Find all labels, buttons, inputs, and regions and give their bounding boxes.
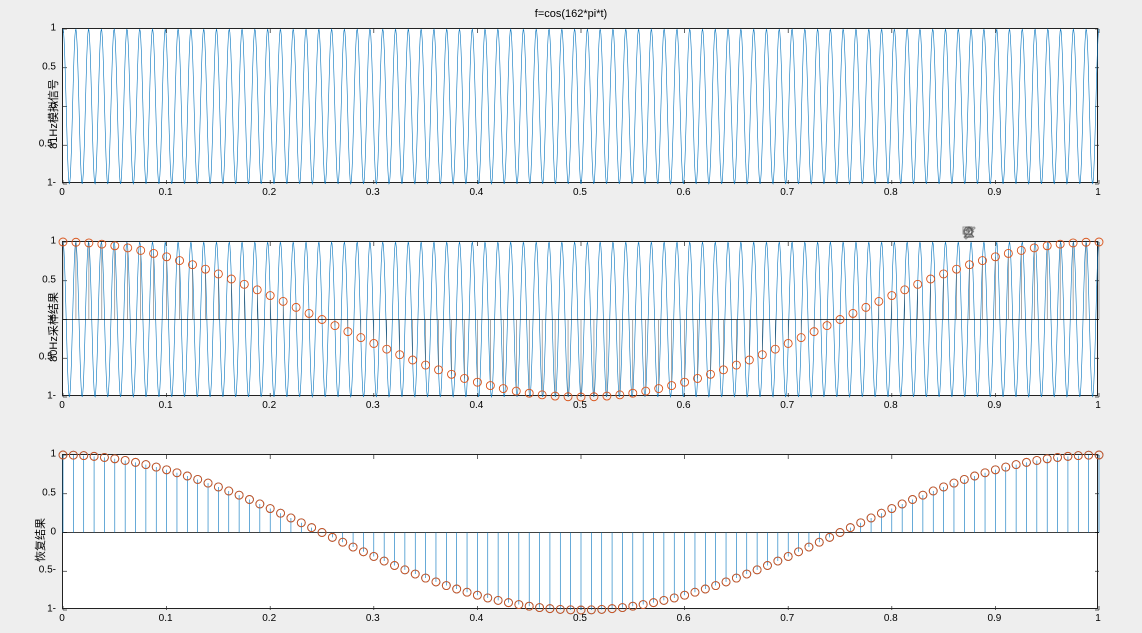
xtick-label: 0.6: [677, 400, 691, 411]
xtick-label: 0.4: [469, 400, 483, 411]
brush-icon[interactable]: [981, 224, 997, 240]
xtick-label: 0.8: [884, 400, 898, 411]
xtick-label: 0.9: [987, 187, 1001, 198]
plot-area: [62, 241, 1098, 396]
xtick-label: 0: [59, 187, 65, 198]
xtick-label: 0.5: [573, 400, 587, 411]
xtick-label: 0.8: [884, 187, 898, 198]
xtick-label: 0: [59, 613, 65, 624]
zoomin-icon[interactable]: [1041, 224, 1057, 240]
xtick-label: 0.4: [469, 187, 483, 198]
plot-area: [62, 454, 1098, 609]
xtick-label: 0.5: [573, 613, 587, 624]
plot-svg: [63, 455, 1099, 610]
pan-icon[interactable]: [1021, 224, 1037, 240]
xtick-label: 0.6: [677, 187, 691, 198]
xtick-label: 0.8: [884, 613, 898, 624]
xtick-label: 0.7: [780, 187, 794, 198]
datatip-icon[interactable]: [1001, 224, 1017, 240]
plot-svg: [63, 29, 1099, 184]
subplot-2: 80Hz采样结果-1-0.500.5100.10.20.30.40.50.60.…: [0, 241, 1142, 396]
xtick-label: 0.6: [677, 613, 691, 624]
xtick-label: 0: [59, 400, 65, 411]
xtick-label: 0.2: [262, 187, 276, 198]
xtick-label: 0.1: [159, 400, 173, 411]
xtick-label: 0.7: [780, 613, 794, 624]
zoomout-icon[interactable]: [1061, 224, 1077, 240]
xtick-label: 0.9: [987, 400, 1001, 411]
plot-svg: [63, 242, 1099, 397]
ylabel: 恢复结果: [32, 518, 48, 562]
xtick-label: 0.2: [262, 400, 276, 411]
figure-title: f=cos(162*pi*t): [0, 8, 1142, 20]
subplot-3: 恢复结果-1-0.500.5100.10.20.30.40.50.60.70.8…: [0, 454, 1142, 609]
xtick-label: 0.1: [159, 613, 173, 624]
xtick-label: 0.7: [780, 400, 794, 411]
xtick-label: 1: [1095, 400, 1101, 411]
xtick-label: 0.3: [366, 187, 380, 198]
axes-toolbar: [961, 224, 1097, 240]
xtick-label: 1: [1095, 187, 1101, 198]
xtick-label: 0.5: [573, 187, 587, 198]
xtick-label: 0.2: [262, 613, 276, 624]
plot-area: [62, 28, 1098, 183]
xtick-label: 0.9: [987, 613, 1001, 624]
xtick-label: 1: [1095, 613, 1101, 624]
xtick-label: 0.1: [159, 187, 173, 198]
xtick-label: 0.3: [366, 613, 380, 624]
subplot-1: 81Hz模拟信号-1-0.500.5100.10.20.30.40.50.60.…: [0, 28, 1142, 183]
xtick-label: 0.4: [469, 613, 483, 624]
home-icon[interactable]: [1081, 224, 1097, 240]
xtick-label: 0.3: [366, 400, 380, 411]
